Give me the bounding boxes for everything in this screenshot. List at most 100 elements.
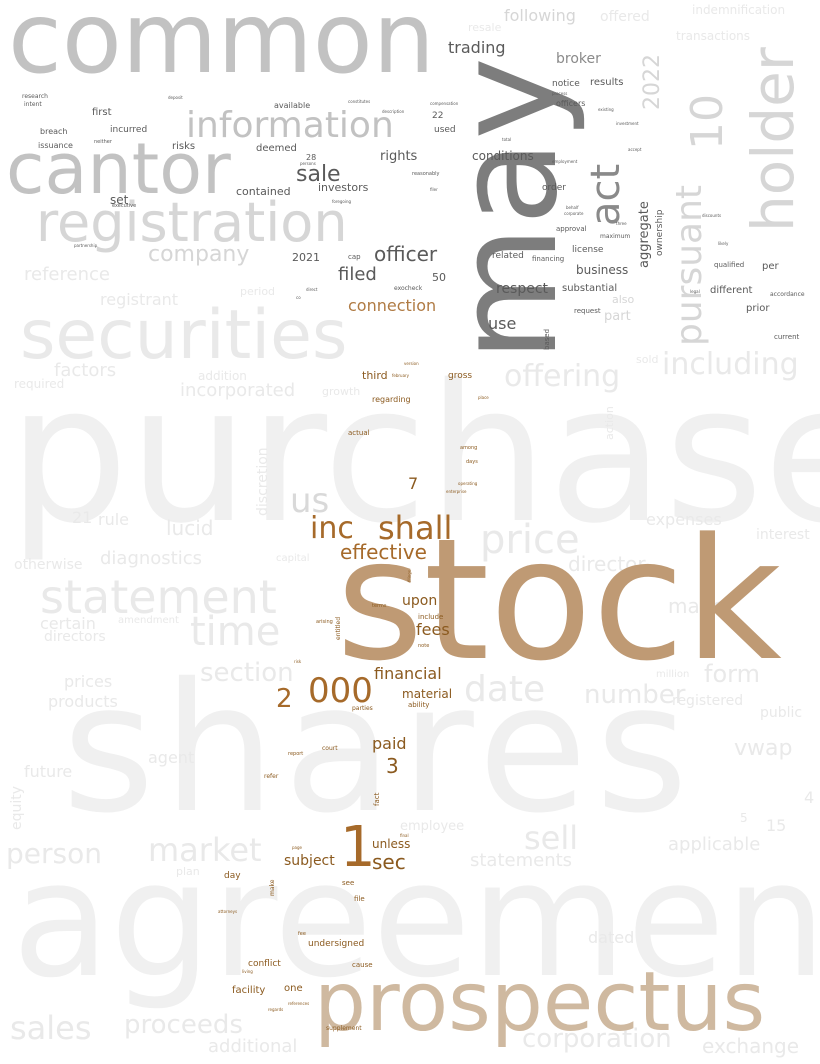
word-set: set [110, 193, 129, 207]
word-supplement: supplement [326, 1025, 362, 1032]
word-rights: rights [380, 149, 418, 164]
word-contained: contained [236, 185, 291, 198]
word-shall: shall [378, 509, 453, 547]
word-period: period [240, 285, 276, 298]
word-version: version [404, 361, 419, 366]
word-subject: subject [284, 853, 335, 869]
word-required: required [14, 377, 65, 391]
word-part: part [604, 309, 631, 324]
word-50: 50 [432, 271, 446, 284]
word-co: co [296, 295, 301, 300]
word-different: different [710, 285, 753, 296]
word-statement: statement [40, 570, 277, 624]
word-legal: legal [690, 289, 700, 294]
word-conditions: conditions [472, 149, 534, 163]
word-number: number [584, 680, 686, 710]
word-existing: existing [598, 107, 614, 112]
word-diagnostics: diagnostics [100, 548, 203, 569]
word-21: 21 [72, 508, 93, 527]
word-employment: employment [552, 159, 578, 164]
word-unless: unless [372, 837, 411, 851]
word-also: also [612, 293, 635, 306]
word-arising: arising [316, 619, 333, 625]
word-plan: plan [176, 865, 200, 878]
word-form: form [704, 660, 760, 688]
word-7: 7 [408, 474, 419, 493]
word-1: 1 [340, 815, 376, 880]
word-deposit: deposit [168, 95, 183, 100]
word-trading: trading [448, 38, 506, 57]
word-time: time [190, 609, 281, 655]
word-notice: notice [552, 79, 580, 89]
word-statements: statements [470, 850, 573, 871]
word-sales: sales [10, 1009, 92, 1047]
word-22: 22 [432, 111, 444, 121]
word-products: products [48, 692, 118, 711]
word-per: per [762, 261, 779, 272]
word-15: 15 [766, 816, 787, 835]
word-one: one [284, 983, 303, 994]
word-date: date [464, 669, 546, 710]
word-prospectus: prospectus [314, 955, 766, 1050]
word-total: total [502, 137, 512, 142]
word-terms: terms [372, 603, 387, 609]
word-lucid: lucid [166, 516, 214, 540]
word-discounts: discounts [702, 213, 722, 218]
word-information: information [186, 105, 394, 146]
word-exchange: exchange [702, 1034, 800, 1058]
word-ability: ability [408, 701, 430, 709]
word-discretion: discretion [255, 447, 271, 516]
word-market: market [148, 831, 262, 869]
word-us: us [290, 481, 330, 521]
word-capital: capital [276, 553, 310, 564]
word-paid: paid [372, 734, 407, 753]
word-first: first [92, 107, 112, 118]
word-undersigned: undersigned [308, 939, 365, 949]
word-days: days [466, 459, 478, 465]
word-issuance: issuance [38, 141, 73, 150]
word-cap: cap [348, 253, 361, 261]
word-living: living [242, 969, 253, 974]
word-persons: persons [300, 161, 316, 166]
word-filer: filer [430, 187, 438, 192]
word-material: material [402, 687, 453, 701]
word-gross: gross [448, 371, 473, 381]
word-related: related [492, 251, 524, 261]
word-incorporated: incorporated [180, 380, 296, 401]
word-interest: interest [756, 527, 810, 543]
word-sold: sold [636, 353, 659, 366]
word-fee: fee [298, 931, 306, 937]
word-vwap: vwap [734, 736, 793, 761]
word-regards: regards [268, 1007, 284, 1012]
word-sale: sale [296, 162, 341, 187]
word-among: among [460, 445, 478, 451]
word-effective: effective [340, 540, 427, 564]
word-addition: addition [198, 369, 247, 383]
word-proceeds: proceeds [124, 1010, 243, 1040]
word-expenses: expenses [646, 510, 722, 529]
word-make: make [269, 879, 276, 896]
word-agent: agent [148, 748, 195, 767]
word-executive: executive [112, 203, 137, 209]
word-holder: holder [739, 47, 807, 232]
word-connection: connection [348, 296, 437, 315]
word-company: company [148, 242, 250, 267]
word-accordance: accordance [770, 291, 805, 298]
word-made: made [668, 594, 725, 618]
word-directors: directors [44, 629, 106, 645]
word-current: current [774, 333, 800, 341]
word-2021: 2021 [292, 251, 320, 264]
word-investors: investors [318, 181, 369, 194]
word-conflict: conflict [248, 959, 281, 969]
word-accept: accept [628, 147, 642, 152]
word-license: license [572, 245, 604, 255]
word-file: file [354, 895, 365, 903]
word-common: common [8, 0, 435, 96]
word-10: 10 [682, 94, 733, 150]
word-description: description [382, 109, 405, 114]
word-foregoing: foregoing [332, 199, 352, 204]
word-section: section [200, 658, 294, 688]
word-financing: financing [532, 255, 565, 263]
word-reference: reference [24, 264, 110, 285]
